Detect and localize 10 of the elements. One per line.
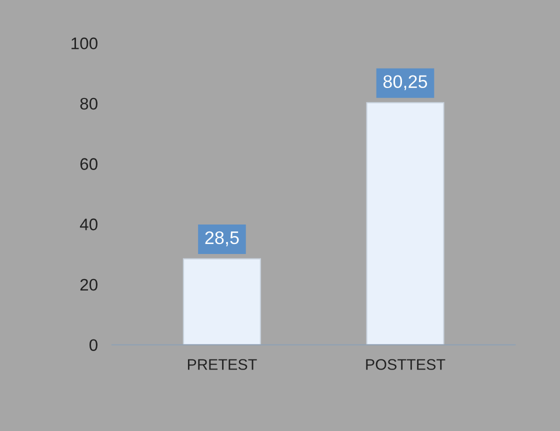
y-tick-label: 0 (89, 339, 98, 352)
data-label: 28,5 (205, 231, 239, 246)
y-tick-label: 20 (80, 278, 98, 291)
x-tick-label: PRETEST (188, 359, 257, 370)
y-tick-label: 60 (80, 158, 98, 170)
data-label: 80,25 (383, 75, 428, 90)
x-tick-label: POSTTEST (366, 359, 446, 370)
y-tick-label: 100 (72, 38, 98, 50)
y-tick-label: 80 (80, 98, 98, 110)
y-tick-label: 40 (80, 218, 98, 230)
